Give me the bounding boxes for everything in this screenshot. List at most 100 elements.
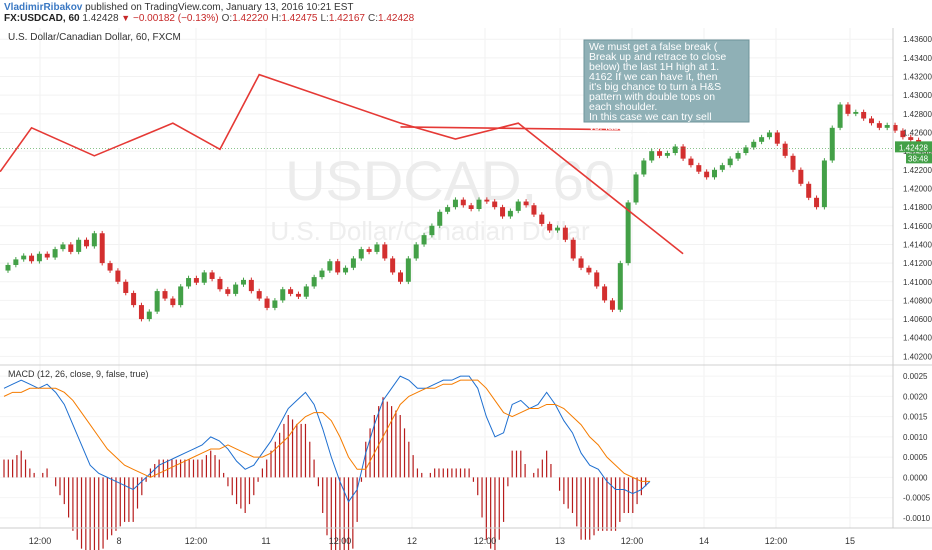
candle-body — [178, 286, 184, 306]
x-tick-label: 15 — [845, 536, 855, 546]
macd-lines — [3, 375, 651, 503]
annotation-line: We must get a false break ( — [589, 41, 718, 53]
candle-body — [609, 300, 615, 310]
candle-body — [272, 300, 278, 308]
annotation-line: below) the last 1H high at 1. — [589, 61, 719, 73]
annotation-box[interactable]: We must get a false break (Break up and … — [583, 39, 750, 153]
annotation-text: We must get a false break (Break up and … — [589, 41, 729, 153]
price-tick-label: 1.40800 — [903, 296, 932, 305]
open-value: 1.42220 — [232, 13, 269, 24]
down-arrow-icon: ▼ — [121, 13, 131, 23]
candle-body — [343, 267, 349, 273]
candle-body — [248, 279, 254, 292]
candle-body — [712, 169, 717, 178]
candle-body — [13, 259, 19, 265]
candle-body — [484, 199, 490, 202]
pattern-line — [400, 126, 621, 131]
open-label: O: — [221, 13, 233, 24]
candle-body — [36, 253, 42, 262]
price-tick-label: 1.43200 — [903, 73, 932, 82]
candle-body — [869, 118, 874, 124]
price-pane-title: U.S. Dollar/Canadian Dollar, 60, FXCM — [8, 32, 181, 43]
annotation-line: it's big chance to turn a H&S — [589, 81, 721, 93]
candle-body — [84, 239, 89, 247]
price-change: −0.00182 (−0.13%) — [133, 13, 219, 24]
candle-body — [680, 146, 686, 159]
annotation-line: pattern with double tops on — [589, 91, 715, 103]
annotation-background — [583, 39, 750, 123]
publish-line: VladimirRibakov published on TradingView… — [4, 2, 353, 13]
candle-body — [303, 286, 309, 297]
candle-body — [209, 272, 215, 279]
macd-tick-label: -0.0005 — [903, 494, 931, 503]
candle-body — [452, 199, 458, 208]
macd-tick-label: -0.0010 — [903, 514, 931, 523]
candle-body — [366, 249, 372, 252]
price-tick-label: 1.42200 — [903, 166, 932, 175]
price-tick-label: 1.42800 — [903, 110, 932, 119]
candle-body — [233, 284, 239, 294]
candle-body — [29, 255, 35, 262]
candle-body — [201, 272, 207, 283]
price-tick-label: 1.43600 — [903, 35, 932, 44]
candle-body — [594, 272, 600, 287]
x-tick-label: 12:00 — [621, 536, 644, 546]
annotation-line: In this case we can try sell — [589, 111, 712, 123]
symbol-line: FX:USDCAD, 60 1.42428 ▼ −0.00182 (−0.13%… — [4, 13, 414, 24]
price-tick-label: 1.43000 — [903, 91, 932, 100]
annotation-line: and 1. 28 — [589, 141, 633, 153]
watermark: USDCAD, 60 U.S. Dollar/Canadian Dollar — [270, 149, 615, 246]
x-tick-label: 12:00 — [29, 536, 52, 546]
symbol-label[interactable]: FX:USDCAD, 60 — [4, 13, 80, 24]
candle-body — [492, 201, 498, 208]
candle-body — [884, 125, 890, 128]
countdown-tag-text: 38:48 — [908, 154, 929, 163]
annotation-line: 4162 If we can have it, then — [589, 71, 718, 83]
candle-body — [335, 261, 341, 273]
macd-histogram — [3, 397, 647, 550]
candle-body — [21, 255, 27, 260]
price-tick-label: 1.41400 — [903, 240, 932, 249]
low-label: L: — [320, 13, 329, 24]
candle-body — [672, 146, 678, 154]
candle-body — [821, 160, 827, 208]
high-value: 1.42475 — [281, 13, 318, 24]
macd-series-line — [3, 379, 650, 482]
candle-body — [405, 258, 411, 282]
close-label: C: — [368, 13, 378, 24]
candle-body — [625, 202, 631, 264]
x-tick-label: 11 — [261, 536, 270, 546]
candle-body — [845, 104, 851, 114]
candle-body — [751, 141, 757, 148]
x-tick-label: 12:00 — [185, 536, 208, 546]
candle-body — [115, 270, 121, 282]
candle-body — [719, 165, 725, 170]
macd-tick-label: 0.0025 — [903, 372, 928, 381]
candle-body — [146, 311, 152, 320]
candle-body — [586, 267, 592, 273]
price-tick-label: 1.40600 — [903, 315, 932, 324]
candle-body — [390, 258, 396, 273]
candle-body — [570, 239, 576, 259]
price-tick-label: 1.41600 — [903, 222, 932, 231]
price-tick-label: 1.41200 — [903, 259, 932, 268]
candle-body — [892, 125, 898, 131]
candle-body — [398, 272, 403, 282]
x-tick-label: 12 — [407, 536, 417, 546]
candle-body — [766, 132, 772, 138]
close-value: 1.42428 — [378, 13, 415, 24]
pattern-line — [0, 73, 684, 255]
grid-lines — [0, 28, 893, 528]
author-link[interactable]: VladimirRibakov — [4, 2, 83, 13]
candle-body — [908, 137, 914, 140]
candle-body — [319, 270, 325, 278]
price-tick-label: 1.43400 — [903, 54, 932, 63]
annotation-line: each shoulder. — [589, 101, 657, 113]
price-tick-label: 1.42600 — [903, 128, 932, 137]
chart-header: VladimirRibakov published on TradingView… — [0, 0, 932, 24]
x-tick-label: 12:00 — [765, 536, 788, 546]
candle-body — [162, 291, 168, 299]
price-tick-label: 1.40400 — [903, 334, 932, 343]
